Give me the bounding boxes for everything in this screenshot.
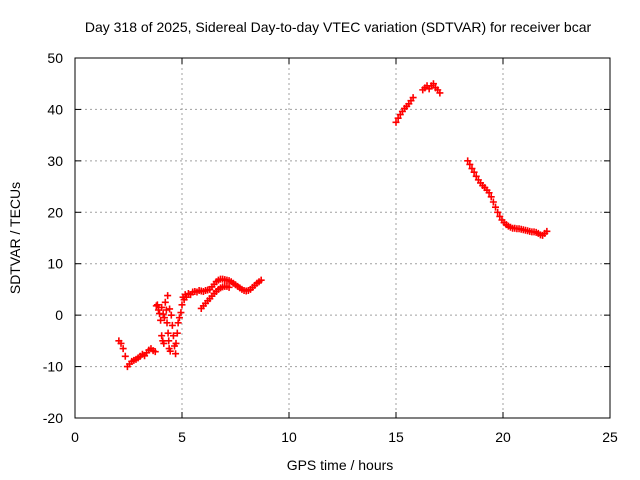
data-point bbox=[159, 310, 167, 318]
data-point bbox=[168, 321, 176, 329]
axis-ticks bbox=[74, 57, 611, 419]
data-point bbox=[161, 298, 169, 306]
data-point bbox=[162, 306, 170, 314]
data-point bbox=[164, 292, 172, 300]
data-point bbox=[492, 203, 500, 211]
data-point bbox=[468, 165, 476, 173]
data-point bbox=[174, 319, 182, 327]
data-point bbox=[466, 160, 474, 168]
data-point bbox=[172, 339, 180, 347]
data-point bbox=[225, 283, 233, 291]
data-point bbox=[182, 293, 190, 301]
data-point bbox=[489, 198, 497, 206]
data-point bbox=[165, 337, 173, 345]
y-tick-label: 40 bbox=[47, 101, 63, 117]
data-point bbox=[394, 114, 402, 122]
data-point bbox=[173, 329, 181, 337]
data-point bbox=[172, 350, 180, 358]
data-point bbox=[409, 94, 417, 102]
y-axis-label: SDTVAR / TECUs bbox=[7, 182, 23, 294]
data-point bbox=[121, 352, 129, 360]
data-point bbox=[151, 348, 159, 356]
x-tick-label: 10 bbox=[281, 429, 297, 445]
data-point bbox=[470, 168, 478, 176]
data-point bbox=[175, 314, 183, 322]
grid-lines bbox=[75, 58, 610, 418]
x-tick-label: 25 bbox=[602, 429, 618, 445]
data-point bbox=[166, 347, 174, 355]
y-tick-label: 30 bbox=[47, 153, 63, 169]
data-point bbox=[166, 305, 174, 313]
data-point bbox=[177, 309, 185, 317]
data-point bbox=[158, 332, 166, 340]
data-point bbox=[464, 157, 472, 165]
x-axis-label: GPS time / hours bbox=[287, 457, 394, 473]
data-point bbox=[257, 276, 265, 284]
tick-labels: 0 5 10 15 20 25 -20 -10 0 10 20 30 40 50 bbox=[43, 50, 618, 445]
x-tick-label: 20 bbox=[495, 429, 511, 445]
data-point bbox=[152, 302, 160, 310]
data-point bbox=[472, 172, 480, 180]
x-tick-label: 0 bbox=[71, 429, 79, 445]
data-point bbox=[157, 316, 165, 324]
data-point bbox=[153, 301, 161, 309]
data-point bbox=[487, 193, 495, 201]
y-tick-label: 20 bbox=[47, 204, 63, 220]
data-point bbox=[543, 227, 551, 235]
data-point bbox=[496, 212, 504, 220]
data-point bbox=[163, 319, 171, 327]
data-point bbox=[494, 208, 502, 216]
data-point bbox=[392, 118, 400, 126]
data-point bbox=[160, 314, 168, 322]
y-tick-label: -20 bbox=[43, 410, 63, 426]
data-point bbox=[436, 89, 444, 97]
data-point bbox=[119, 345, 127, 353]
y-tick-label: 50 bbox=[47, 50, 63, 66]
data-point bbox=[158, 303, 166, 311]
x-tick-label: 5 bbox=[178, 429, 186, 445]
data-point bbox=[167, 311, 175, 319]
y-tick-label: 0 bbox=[55, 307, 63, 323]
data-point bbox=[485, 189, 493, 197]
x-tick-label: 15 bbox=[388, 429, 404, 445]
data-points bbox=[115, 80, 551, 371]
data-point bbox=[429, 80, 437, 88]
y-tick-label: 10 bbox=[47, 256, 63, 272]
data-point bbox=[117, 339, 125, 347]
data-point bbox=[164, 329, 172, 337]
chart-title: Day 318 of 2025, Sidereal Day-to-day VTE… bbox=[85, 19, 592, 35]
plot-frame bbox=[74, 57, 611, 419]
y-tick-label: -10 bbox=[43, 359, 63, 375]
data-point bbox=[160, 339, 168, 347]
data-point bbox=[169, 332, 177, 340]
data-point bbox=[178, 301, 186, 309]
